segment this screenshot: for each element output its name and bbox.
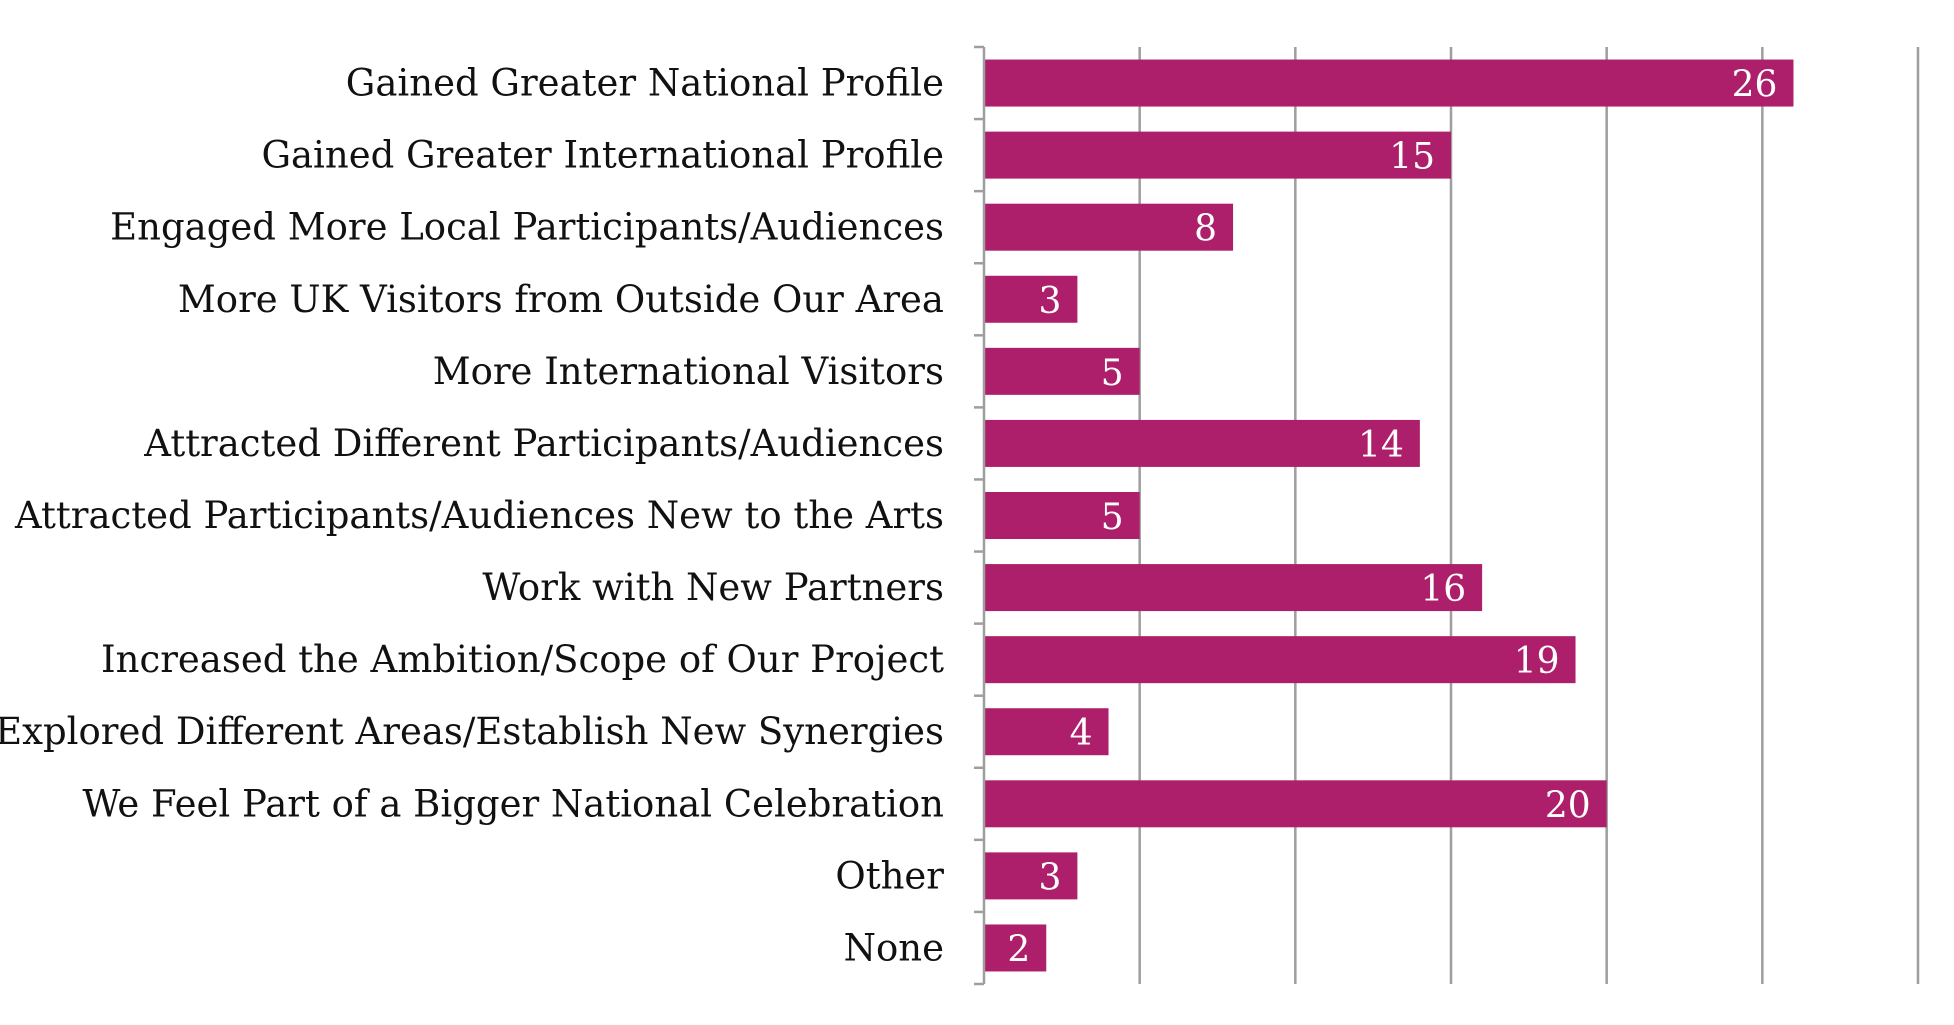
bar	[984, 852, 1078, 900]
data-label: 26	[1732, 65, 1778, 106]
bar	[984, 492, 1140, 539]
bar	[984, 59, 1794, 107]
data-label: 19	[1514, 641, 1560, 682]
data-label: 16	[1420, 569, 1466, 610]
bar	[984, 564, 1483, 612]
gridlines	[1138, 47, 1920, 984]
category-label: None	[844, 926, 944, 969]
bar	[984, 708, 1109, 756]
bar	[984, 636, 1576, 684]
bar	[984, 203, 1234, 251]
category-labels: Gained Greater National Profile Gained Gr…	[0, 62, 944, 970]
data-label: 14	[1358, 425, 1404, 466]
data-label: 20	[1545, 785, 1591, 826]
category-label: Gained Greater National Profile	[346, 62, 944, 105]
category-label: More UK Visitors from Outside Our Area	[178, 278, 944, 321]
category-label: Work with New Partners	[482, 566, 944, 609]
category-label: More International Visitors	[433, 350, 944, 393]
data-label: 15	[1389, 137, 1435, 178]
data-label: 5	[1101, 497, 1124, 538]
data-label: 3	[1038, 857, 1061, 898]
data-label: 4	[1070, 713, 1093, 754]
category-label: Attracted Different Participants/Audienc…	[143, 422, 944, 465]
data-label: 8	[1194, 209, 1217, 250]
category-label: Attracted Participants/Audiences New to …	[14, 494, 944, 537]
bar	[984, 131, 1451, 179]
category-label: Engaged More Local Participants/Audience…	[110, 206, 944, 249]
data-label: 5	[1101, 353, 1124, 394]
bar	[984, 347, 1140, 395]
category-label: Increased the Ambition/Scope of Our Proj…	[101, 638, 944, 681]
category-label: Other	[835, 854, 944, 897]
bar	[984, 924, 1047, 972]
category-label: Gained Greater International Profile	[261, 134, 944, 177]
bars	[984, 59, 1794, 972]
data-label: 2	[1007, 929, 1030, 970]
bar	[984, 419, 1420, 467]
bar	[984, 275, 1078, 323]
y-axis	[974, 45, 986, 986]
category-label: Explored Different Areas/Establish New S…	[0, 710, 944, 753]
bar	[984, 780, 1607, 828]
data-label: 3	[1038, 281, 1061, 322]
category-label: We Feel Part of a Bigger National Celebr…	[82, 782, 944, 825]
